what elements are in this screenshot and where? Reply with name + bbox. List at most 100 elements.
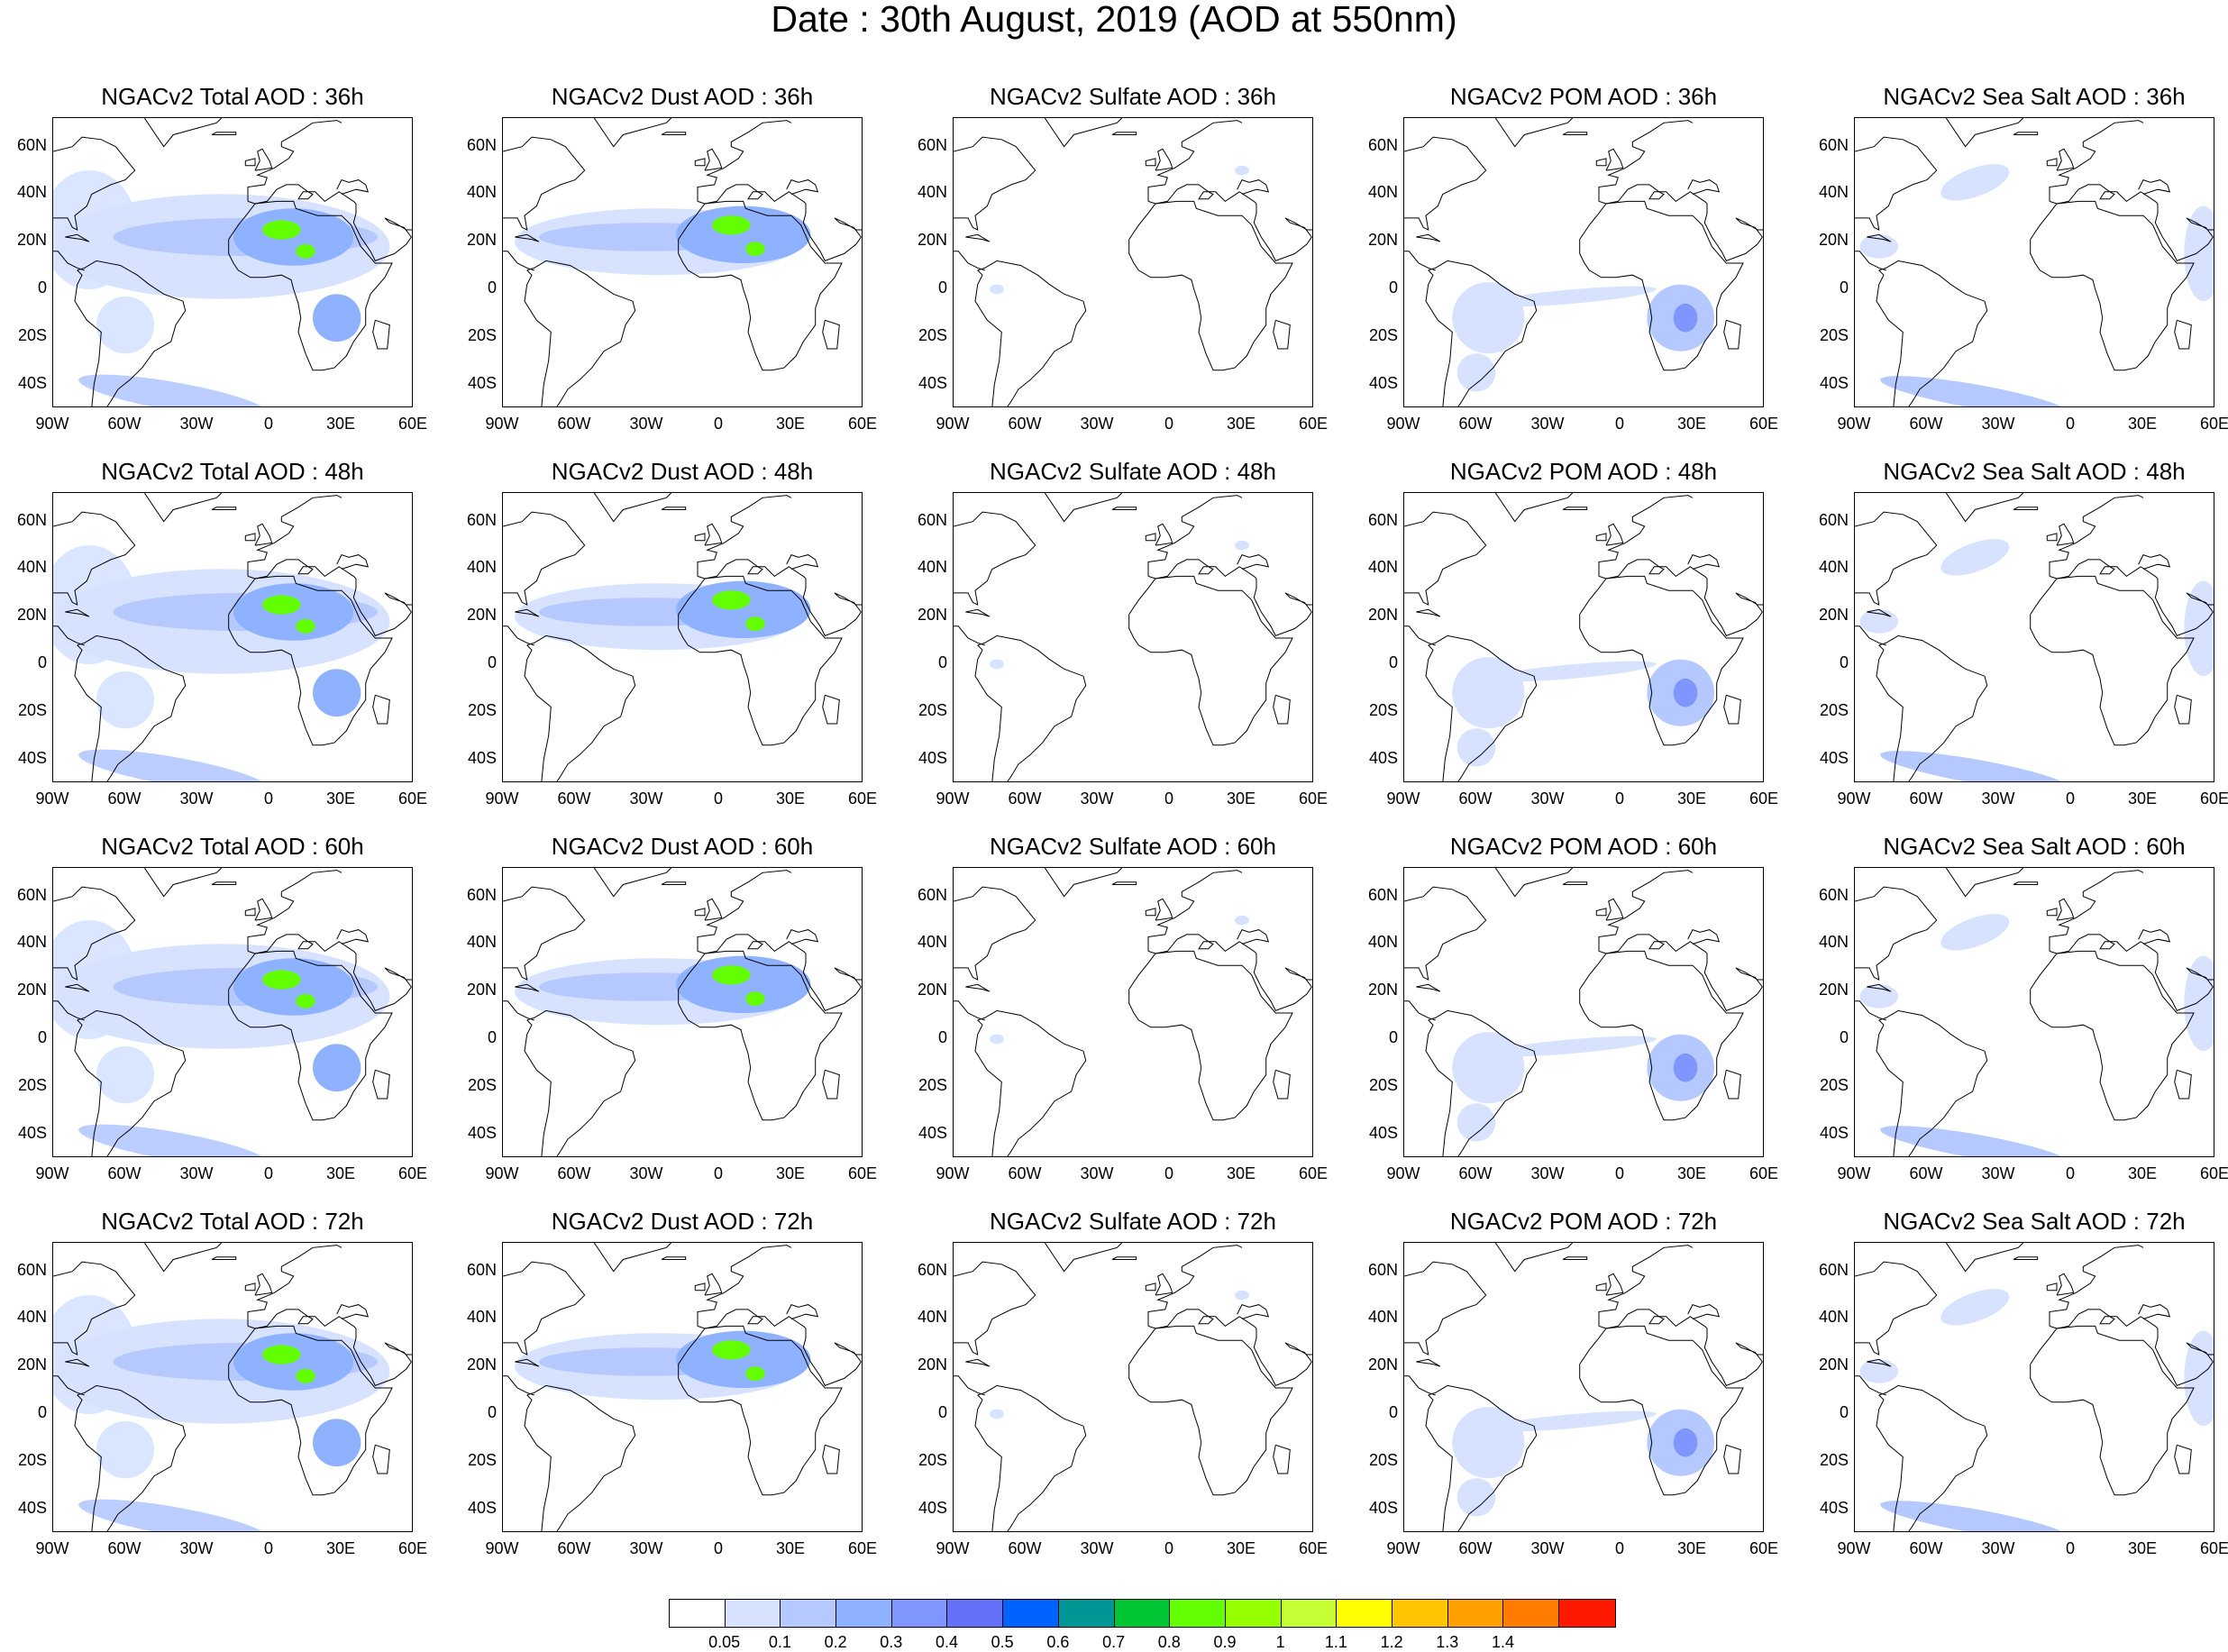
lat-tick-label: 0 bbox=[37, 1028, 47, 1047]
colorbar-swatch bbox=[670, 1600, 726, 1627]
lat-tick-label: 40N bbox=[917, 1308, 947, 1327]
lat-tick-label: 20S bbox=[918, 1075, 947, 1094]
lat-tick-label: 20N bbox=[1367, 231, 1398, 250]
lat-tick-label: 20S bbox=[1819, 700, 1849, 719]
lat-tick-label: 0 bbox=[1388, 1403, 1398, 1422]
lat-tick-label: 40S bbox=[467, 748, 497, 767]
lat-tick-label: 0 bbox=[937, 278, 947, 297]
lat-tick-label: 0 bbox=[487, 653, 497, 672]
lon-tick-label: 60W bbox=[557, 415, 591, 433]
map-area bbox=[1854, 867, 2214, 1157]
lon-tick-label: 60E bbox=[1749, 415, 1779, 433]
lon-tick-label: 30W bbox=[179, 415, 214, 433]
aod-field-map bbox=[503, 118, 862, 406]
lat-tick-label: 60N bbox=[917, 135, 947, 154]
lon-tick-label: 60W bbox=[1909, 1164, 1943, 1182]
lat-tick-label: 20S bbox=[1368, 325, 1398, 344]
lat-tick-label: 40N bbox=[466, 558, 497, 577]
panel-title: NGACv2 Total AOD : 36h bbox=[101, 83, 364, 110]
lon-tick-label: 30E bbox=[2127, 415, 2158, 433]
lon-tick-label: 0 bbox=[713, 415, 723, 433]
lat-tick-label: 0 bbox=[937, 1403, 947, 1422]
map-area bbox=[52, 1242, 413, 1532]
lon-tick-label: 60W bbox=[1909, 415, 1943, 433]
lat-tick-label: 40N bbox=[1367, 1308, 1398, 1327]
lon-tick-label: 30E bbox=[1676, 789, 1707, 808]
lon-tick-label: 90W bbox=[1837, 789, 1871, 808]
map-area bbox=[1854, 1242, 2214, 1532]
lat-tick-label: 40S bbox=[918, 373, 947, 392]
lat-tick-label: 40N bbox=[1367, 558, 1398, 577]
lat-tick-label: 20N bbox=[466, 1355, 497, 1374]
lon-tick-label: 60E bbox=[847, 1164, 878, 1182]
lat-tick-label: 0 bbox=[1839, 1403, 1849, 1422]
lon-tick-label: 60E bbox=[1298, 789, 1329, 808]
lon-tick-label: 0 bbox=[1614, 1539, 1624, 1557]
colorbar-swatch bbox=[947, 1600, 1004, 1627]
lon-tick-label: 30W bbox=[629, 1164, 663, 1182]
lon-tick-label: 90W bbox=[1386, 1164, 1420, 1182]
lon-tick-label: 60W bbox=[1008, 1539, 1042, 1557]
lat-tick-label: 20N bbox=[1367, 606, 1398, 625]
lat-tick-label: 20N bbox=[466, 981, 497, 999]
lon-tick-label: 30W bbox=[179, 1539, 214, 1557]
lon-tick-label: 60W bbox=[1458, 789, 1493, 808]
lon-tick-label: 30E bbox=[775, 1164, 806, 1182]
colorbar-tick-label: 0.5 bbox=[991, 1633, 1014, 1651]
colorbar-swatch bbox=[1447, 1600, 1504, 1627]
map-area bbox=[1403, 117, 1764, 407]
lon-tick-label: 30E bbox=[1226, 415, 1256, 433]
panel-title: NGACv2 Dust AOD : 72h bbox=[551, 1208, 814, 1235]
lon-tick-label: 0 bbox=[1164, 1164, 1173, 1182]
lon-tick-label: 30E bbox=[2127, 1164, 2158, 1182]
lon-tick-label: 90W bbox=[35, 1539, 69, 1557]
lon-tick-label: 60E bbox=[847, 415, 878, 433]
lon-tick-label: 90W bbox=[1386, 1539, 1420, 1557]
lat-tick-label: 20S bbox=[467, 325, 497, 344]
lon-tick-label: 60W bbox=[1008, 415, 1042, 433]
lat-tick-label: 40S bbox=[1819, 1498, 1849, 1517]
lat-tick-label: 20S bbox=[1819, 1450, 1849, 1469]
lon-tick-label: 30W bbox=[1530, 789, 1565, 808]
lon-tick-label: 30E bbox=[2127, 1539, 2158, 1557]
lon-tick-label: 60W bbox=[107, 1164, 142, 1182]
lat-tick-label: 20S bbox=[467, 1450, 497, 1469]
panel-title: NGACv2 Sulfate AOD : 60h bbox=[990, 833, 1276, 860]
lat-tick-label: 40N bbox=[1818, 1308, 1849, 1327]
lat-tick-label: 40N bbox=[917, 183, 947, 202]
lat-tick-label: 40N bbox=[1367, 933, 1398, 952]
map-area bbox=[1854, 117, 2214, 407]
lon-tick-label: 30E bbox=[1676, 415, 1707, 433]
lat-tick-label: 0 bbox=[1839, 278, 1849, 297]
lat-tick-label: 40N bbox=[466, 183, 497, 202]
lon-tick-label: 90W bbox=[1837, 1164, 1871, 1182]
lon-tick-label: 30E bbox=[325, 789, 356, 808]
panel-title: NGACv2 Total AOD : 72h bbox=[101, 1208, 364, 1235]
lon-tick-label: 60W bbox=[557, 789, 591, 808]
colorbar-swatch bbox=[1559, 1600, 1615, 1627]
lon-tick-label: 30E bbox=[325, 1164, 356, 1182]
lon-tick-label: 0 bbox=[1164, 415, 1173, 433]
lat-tick-label: 40S bbox=[17, 1123, 47, 1142]
colorbar-swatch bbox=[1337, 1600, 1392, 1627]
lon-tick-label: 60W bbox=[107, 415, 142, 433]
lat-tick-label: 60N bbox=[1818, 135, 1849, 154]
map-area bbox=[1854, 492, 2214, 782]
lon-tick-label: 60W bbox=[1909, 789, 1943, 808]
lat-tick-label: 60N bbox=[917, 510, 947, 529]
lat-tick-label: 0 bbox=[937, 1028, 947, 1047]
panel-title: NGACv2 Sea Salt AOD : 60h bbox=[1883, 833, 2186, 860]
colorbar-swatch bbox=[1003, 1600, 1059, 1627]
lat-tick-label: 0 bbox=[1839, 1028, 1849, 1047]
colorbar-tick-label: 1.1 bbox=[1324, 1633, 1347, 1651]
lat-tick-label: 20S bbox=[1368, 700, 1398, 719]
lon-tick-label: 30W bbox=[629, 789, 663, 808]
lon-tick-label: 30W bbox=[179, 789, 214, 808]
colorbar bbox=[669, 1599, 1616, 1628]
lon-tick-label: 60E bbox=[1749, 1164, 1779, 1182]
lon-tick-label: 30W bbox=[179, 1164, 214, 1182]
lat-tick-label: 0 bbox=[1388, 653, 1398, 672]
lat-tick-label: 40N bbox=[466, 1308, 497, 1327]
lat-tick-label: 20S bbox=[17, 325, 47, 344]
lat-tick-label: 60N bbox=[1367, 510, 1398, 529]
